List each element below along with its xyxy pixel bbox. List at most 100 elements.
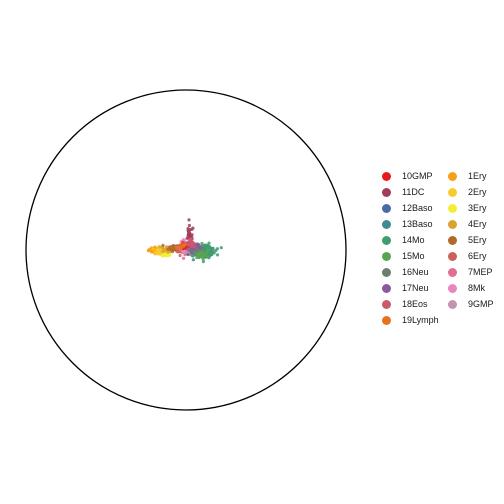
legend-swatch <box>448 299 457 309</box>
legend-swatch <box>448 251 457 261</box>
legend-label: 2Ery <box>468 187 487 197</box>
legend-label: 5Ery <box>468 235 487 245</box>
legend-label: 16Neu <box>402 267 429 277</box>
legend-label: 6Ery <box>468 251 487 261</box>
data-point <box>170 250 175 254</box>
legend-label: 17Neu <box>402 283 429 293</box>
legend: 10GMP 11DC 12Baso 13Baso 14Mo 15Mo 16Neu 17Neu 1… <box>382 168 500 325</box>
legend-label: 11DC <box>402 187 425 197</box>
legend-swatch <box>448 267 457 277</box>
legend-label: 12Baso <box>402 203 433 213</box>
data-point <box>181 249 185 253</box>
legend-swatch <box>448 219 457 229</box>
data-point <box>190 254 194 258</box>
data-point <box>189 241 193 245</box>
data-point <box>192 245 197 249</box>
data-point <box>196 242 200 246</box>
data-point <box>155 250 159 254</box>
data-point <box>190 237 194 241</box>
legend-swatch <box>382 315 391 325</box>
legend-label: 4Ery <box>468 219 487 229</box>
legend-label: 19Lymph <box>402 315 439 325</box>
data-point <box>210 247 215 251</box>
data-point <box>157 252 161 256</box>
data-point <box>191 226 195 230</box>
legend-item: 6Ery <box>448 248 487 264</box>
data-point <box>163 249 167 253</box>
legend-item: 13Baso <box>382 216 433 232</box>
data-point <box>195 253 199 257</box>
data-point <box>186 226 190 231</box>
legend-item: 8Mk <box>448 280 485 296</box>
data-point <box>181 243 186 247</box>
data-point <box>191 258 195 262</box>
data-point <box>160 254 164 258</box>
legend-item: 11DC <box>382 184 424 200</box>
legend-label: 9GMP <box>468 299 494 309</box>
data-point <box>205 251 209 255</box>
data-point <box>187 218 191 222</box>
legend-item: 7MEP <box>448 264 493 280</box>
data-point <box>178 243 182 247</box>
data-point <box>187 223 191 228</box>
data-point <box>151 247 155 251</box>
legend-label: 18Eos <box>402 299 428 309</box>
data-point <box>188 231 192 235</box>
legend-label: 15Mo <box>402 251 425 261</box>
legend-label: 10GMP <box>402 171 433 181</box>
data-point <box>215 247 219 251</box>
legend-item: 12Baso <box>382 200 433 216</box>
legend-item: 10GMP <box>382 168 433 184</box>
legend-label: 14Mo <box>402 235 425 245</box>
data-point <box>186 252 190 257</box>
legend-item: 19Lymph <box>382 312 439 328</box>
data-point <box>198 252 202 256</box>
data-point <box>201 246 205 250</box>
legend-swatch <box>448 171 457 181</box>
data-point <box>201 253 205 257</box>
legend-swatch <box>382 267 391 277</box>
legend-item: 5Ery <box>448 232 487 248</box>
data-points <box>146 218 223 264</box>
legend-item: 17Neu <box>382 280 429 296</box>
legend-item: 4Ery <box>448 216 487 232</box>
legend-item: 15Mo <box>382 248 425 264</box>
data-point <box>178 253 182 258</box>
data-point <box>168 245 172 249</box>
data-point <box>206 248 210 252</box>
legend-label: 3Ery <box>468 203 487 213</box>
legend-swatch <box>382 299 391 309</box>
data-point <box>215 253 220 257</box>
data-point <box>219 246 223 250</box>
legend-swatch <box>382 187 391 197</box>
data-point <box>186 247 190 251</box>
legend-item: 1Ery <box>448 168 487 184</box>
legend-swatch <box>448 283 457 293</box>
data-point <box>161 243 165 247</box>
data-point <box>206 255 210 259</box>
legend-label: 13Baso <box>402 219 433 229</box>
data-point <box>181 256 186 260</box>
data-point <box>184 250 188 255</box>
legend-swatch <box>382 171 391 181</box>
data-point <box>190 251 195 255</box>
data-point <box>148 248 152 252</box>
legend-swatch <box>382 283 391 293</box>
data-point <box>181 238 185 242</box>
boundary-circle <box>25 89 347 411</box>
data-point <box>177 246 182 250</box>
legend-label: 7MEP <box>468 267 493 277</box>
legend-swatch <box>382 203 391 213</box>
legend-label: 8Mk <box>468 283 486 293</box>
legend-item: 3Ery <box>448 200 487 216</box>
legend-swatch <box>382 235 391 245</box>
data-point <box>166 247 170 251</box>
legend-swatch <box>382 219 391 229</box>
data-point <box>158 245 162 249</box>
legend-item: 14Mo <box>382 232 425 248</box>
data-point <box>196 245 201 249</box>
data-point <box>195 250 199 254</box>
data-point <box>211 250 215 254</box>
data-point <box>186 234 190 238</box>
